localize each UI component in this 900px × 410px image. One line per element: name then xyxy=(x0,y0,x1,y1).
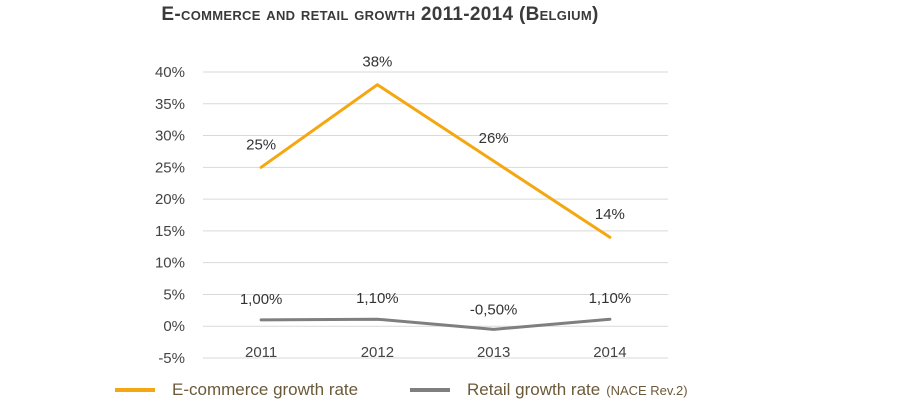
y-tick-label: 30% xyxy=(155,128,185,145)
legend-label: E-commerce growth rate xyxy=(172,380,358,399)
data-label: -0,50% xyxy=(470,301,518,318)
y-tick-label: -5% xyxy=(158,350,185,367)
data-label: 38% xyxy=(362,54,392,71)
legend: E-commerce growth rate Retail growth rate… xyxy=(115,380,688,399)
data-label: 25% xyxy=(246,136,276,153)
x-tick-label: 2013 xyxy=(477,344,510,361)
x-axis-tick-labels: 2011 2012 2013 2014 xyxy=(245,344,627,361)
gridlines xyxy=(203,71,668,359)
x-tick-label: 2012 xyxy=(361,344,394,361)
legend-label: Retail growth rate xyxy=(467,380,600,399)
y-tick-label: 25% xyxy=(155,159,185,176)
y-tick-label: 20% xyxy=(155,191,185,208)
y-tick-label: 5% xyxy=(163,286,185,303)
series-lines xyxy=(259,83,612,331)
data-labels: 25% 38% 26% 14% 1,00% 1,10% -0,50% 1,10% xyxy=(240,54,631,319)
series-line-ecommerce xyxy=(259,83,612,239)
data-label: 1,10% xyxy=(356,290,399,307)
chart-title: E-commerce and retail growth 2011-2014 (… xyxy=(161,4,599,25)
data-label: 26% xyxy=(479,130,509,147)
y-tick-label: 10% xyxy=(155,255,185,272)
data-label: 14% xyxy=(595,206,625,223)
y-tick-label: 0% xyxy=(163,318,185,335)
x-tick-label: 2014 xyxy=(593,344,626,361)
data-label: 1,00% xyxy=(240,291,283,308)
x-tick-label: 2011 xyxy=(245,344,277,361)
data-label: 1,10% xyxy=(589,290,632,307)
legend-note: (NACE Rev.2) xyxy=(606,383,687,398)
y-tick-label: 15% xyxy=(155,223,185,240)
y-tick-label: 35% xyxy=(155,96,185,113)
y-axis-tick-labels: -5% 0% 5% 10% 15% 20% 25% 30% 35% 40% xyxy=(155,64,185,367)
series-line-retail xyxy=(259,317,612,331)
y-tick-label: 40% xyxy=(155,64,185,81)
